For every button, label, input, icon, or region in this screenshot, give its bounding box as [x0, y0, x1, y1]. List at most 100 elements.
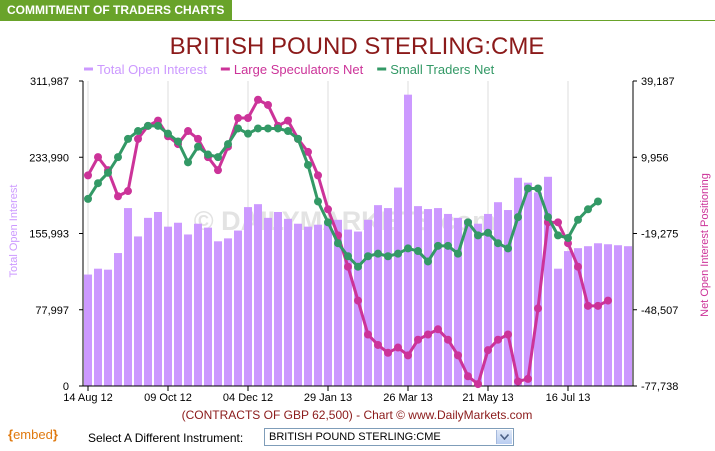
instrument-select[interactable]: BRITISH POUND STERLING:CME [264, 428, 514, 446]
small-traders-net-point [334, 239, 342, 248]
open-interest-bar [94, 268, 102, 386]
open-interest-bar [134, 236, 142, 386]
left-tick-label: 77,997 [35, 305, 69, 317]
footer-bar: {embed} Select A Different Instrument: B… [0, 424, 715, 451]
chart-legend: Total Open Interest Large Speculators Net… [84, 62, 495, 77]
large-speculators-net-point [364, 330, 372, 339]
large-speculators-net-point [384, 348, 392, 357]
small-traders-net-point [344, 252, 352, 261]
small-traders-net-point [134, 127, 142, 136]
large-speculators-net-point [84, 171, 92, 180]
embed-brace-open: { [8, 427, 14, 442]
open-interest-bar [174, 222, 182, 386]
open-interest-bar [354, 231, 362, 386]
banner-title[interactable]: COMMITMENT OF TRADERS CHARTS [0, 0, 232, 21]
small-traders-net-point [384, 252, 392, 261]
small-traders-net-point [154, 121, 162, 130]
embed-link[interactable]: {embed} [8, 427, 58, 442]
large-speculators-net-point [124, 187, 132, 196]
open-interest-bar [544, 176, 552, 386]
open-interest-bar [254, 204, 262, 386]
small-traders-net-point [554, 231, 562, 240]
right-tick-label: -19,275 [641, 229, 678, 241]
small-traders-net-point [254, 124, 262, 133]
right-axis-label: Net Open Interest Positioning [699, 173, 711, 317]
open-interest-bar [574, 248, 582, 386]
large-speculators-net-point [344, 262, 352, 271]
banner-underline [0, 20, 715, 21]
small-traders-net-point [574, 215, 582, 224]
open-interest-bar [344, 229, 352, 386]
large-speculators-net-point [194, 134, 202, 143]
small-traders-net-point [464, 218, 472, 227]
open-interest-bar [394, 187, 402, 386]
large-speculators-net-point [594, 301, 602, 310]
large-speculators-net-point [394, 343, 402, 352]
open-interest-bars [84, 94, 632, 387]
x-tick-label: 29 Jan 13 [304, 392, 352, 404]
small-traders-net-point [204, 150, 212, 159]
left-tick-label: 233,990 [29, 152, 69, 164]
large-speculators-net-point [484, 346, 492, 355]
embed-brace-close: } [52, 427, 58, 442]
small-traders-net-point [534, 184, 542, 193]
open-interest-bar [214, 241, 222, 386]
small-traders-net-point [264, 124, 272, 133]
open-interest-bar [444, 213, 452, 386]
open-interest-bar [614, 245, 622, 386]
small-traders-net-point [514, 213, 522, 222]
small-traders-net-point [124, 134, 132, 143]
large-speculators-net-point [444, 335, 452, 344]
small-traders-net-point [474, 231, 482, 240]
cot-chart: BRITISH POUND STERLING:CME © DAILYMARKET… [8, 33, 711, 422]
chevron-down-icon[interactable] [496, 430, 512, 444]
small-traders-net-point [194, 142, 202, 151]
open-interest-bar [194, 223, 202, 386]
x-tick-label: 21 May 13 [462, 392, 513, 404]
open-interest-bar [284, 218, 292, 386]
left-tick-label: 311,987 [30, 76, 69, 88]
left-tick-label: 155,993 [29, 229, 69, 241]
large-speculators-net-point [554, 218, 562, 227]
small-traders-net-point [184, 158, 192, 167]
large-speculators-net-point [264, 100, 272, 109]
large-speculators-net-point [114, 192, 122, 201]
embed-label: embed [13, 427, 53, 442]
series-lines [84, 95, 612, 389]
open-interest-bar [124, 208, 132, 386]
small-traders-net-point [454, 249, 462, 258]
large-speculators-net-point [254, 95, 262, 104]
open-interest-bar [224, 238, 232, 386]
large-speculators-net-point [244, 114, 252, 123]
small-traders-net-point [434, 241, 442, 250]
large-speculators-net-point [514, 377, 522, 386]
small-traders-net-point [524, 184, 532, 193]
large-speculators-net-point [234, 114, 242, 123]
open-interest-bar [364, 219, 372, 386]
open-interest-bar [234, 230, 242, 386]
open-interest-bar [114, 253, 122, 386]
small-traders-net-point [224, 140, 232, 149]
open-interest-bar [314, 224, 322, 386]
open-interest-bar [404, 94, 412, 387]
small-traders-net-point [424, 257, 432, 266]
open-interest-bar [584, 246, 592, 386]
small-traders-net-point [304, 160, 312, 169]
open-interest-bar [424, 209, 432, 386]
small-traders-net-point [504, 244, 512, 253]
right-tick-label: -77,738 [641, 381, 678, 393]
left-tick-label: 0 [63, 381, 69, 393]
open-interest-bar [604, 244, 612, 386]
legend-label-small-traders-net: Small Traders Net [390, 62, 494, 77]
open-interest-bar [144, 217, 152, 386]
x-tick-label: 16 Jul 13 [546, 392, 591, 404]
small-traders-net-point [354, 262, 362, 271]
open-interest-bar [514, 177, 522, 386]
small-traders-net-point [484, 228, 492, 237]
large-speculators-net-point [404, 351, 412, 360]
open-interest-bar [304, 226, 312, 386]
legend-label-large-speculators-net: Large Speculators Net [234, 62, 364, 77]
instrument-select-value: BRITISH POUND STERLING:CME [269, 431, 441, 443]
small-traders-net-point [584, 205, 592, 214]
large-speculators-net-point [184, 127, 192, 136]
